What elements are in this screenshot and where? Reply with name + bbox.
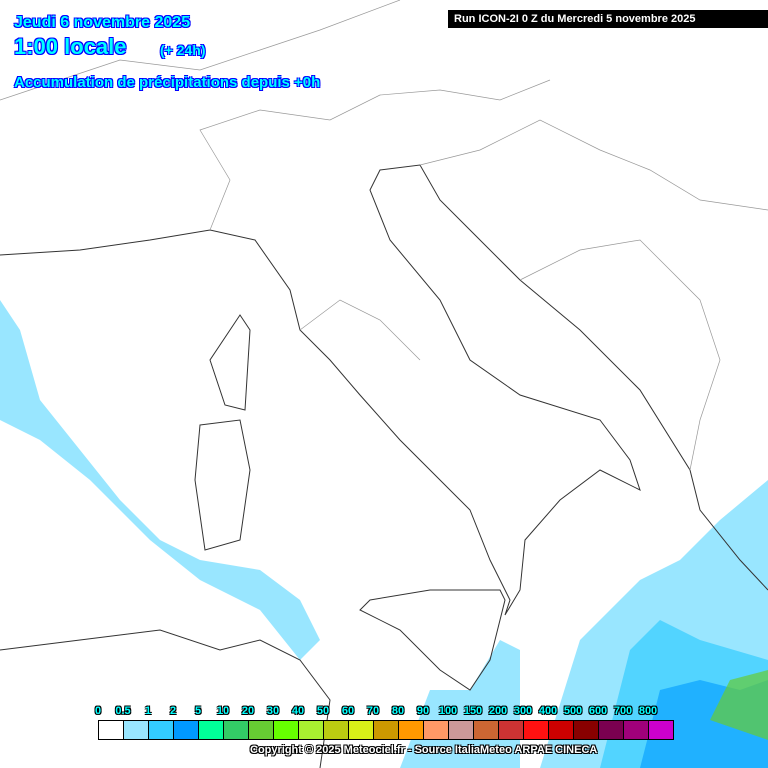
legend-label: 500	[563, 705, 583, 717]
legend-swatch	[624, 721, 649, 739]
legend-label: 700	[613, 705, 633, 717]
legend-label: 10	[216, 705, 230, 717]
legend-swatch	[324, 721, 349, 739]
legend-swatch	[149, 721, 174, 739]
legend-swatch	[349, 721, 374, 739]
legend-label: 800	[638, 705, 658, 717]
forecast-date: Jeudi 6 novembre 2025	[14, 14, 191, 31]
legend-swatch	[549, 721, 574, 739]
legend-label: 150	[463, 705, 483, 717]
run-info: Run ICON-2I 0 Z du Mercredi 5 novembre 2…	[448, 10, 768, 28]
legend-swatch	[449, 721, 474, 739]
legend-label: 400	[538, 705, 558, 717]
legend-swatch	[99, 721, 124, 739]
field-title: Accumulation de précipitations depuis +0…	[14, 74, 321, 91]
borders	[0, 0, 768, 471]
legend-label: 30	[266, 705, 280, 717]
copyright: Copyright © 2025 Meteociel.fr - Source I…	[250, 744, 598, 756]
color-legend	[98, 720, 674, 740]
legend-swatch	[574, 721, 599, 739]
legend-label: 300	[513, 705, 533, 717]
legend-label: 1	[144, 705, 152, 717]
legend-label: 0	[94, 705, 102, 717]
legend-swatch	[224, 721, 249, 739]
legend-swatch	[524, 721, 549, 739]
legend-swatch	[124, 721, 149, 739]
legend-swatch	[499, 721, 524, 739]
legend-label: 90	[416, 705, 430, 717]
legend-label: 80	[391, 705, 405, 717]
legend-swatch	[424, 721, 449, 739]
legend-label: 60	[341, 705, 355, 717]
legend-swatch	[399, 721, 424, 739]
legend-swatch	[599, 721, 624, 739]
legend-swatch	[649, 721, 673, 739]
legend-swatch	[174, 721, 199, 739]
legend-label: 40	[291, 705, 305, 717]
legend-swatch	[199, 721, 224, 739]
legend-swatch	[299, 721, 324, 739]
lead-time: (+ 24h)	[160, 42, 206, 58]
legend-label: 20	[241, 705, 255, 717]
legend-label: 5	[194, 705, 202, 717]
legend-label: 50	[316, 705, 330, 717]
legend-swatch	[374, 721, 399, 739]
legend-swatch	[474, 721, 499, 739]
legend-swatch	[249, 721, 274, 739]
legend-label: 600	[588, 705, 608, 717]
legend-label: 2	[169, 705, 177, 717]
forecast-time: 1:00 locale	[14, 34, 127, 59]
legend-label: 70	[366, 705, 380, 717]
legend-label: 200	[488, 705, 508, 717]
legend-label: 100	[438, 705, 458, 717]
legend-swatch	[274, 721, 299, 739]
legend-label: 0.5	[115, 705, 131, 717]
coastlines	[0, 164, 768, 768]
